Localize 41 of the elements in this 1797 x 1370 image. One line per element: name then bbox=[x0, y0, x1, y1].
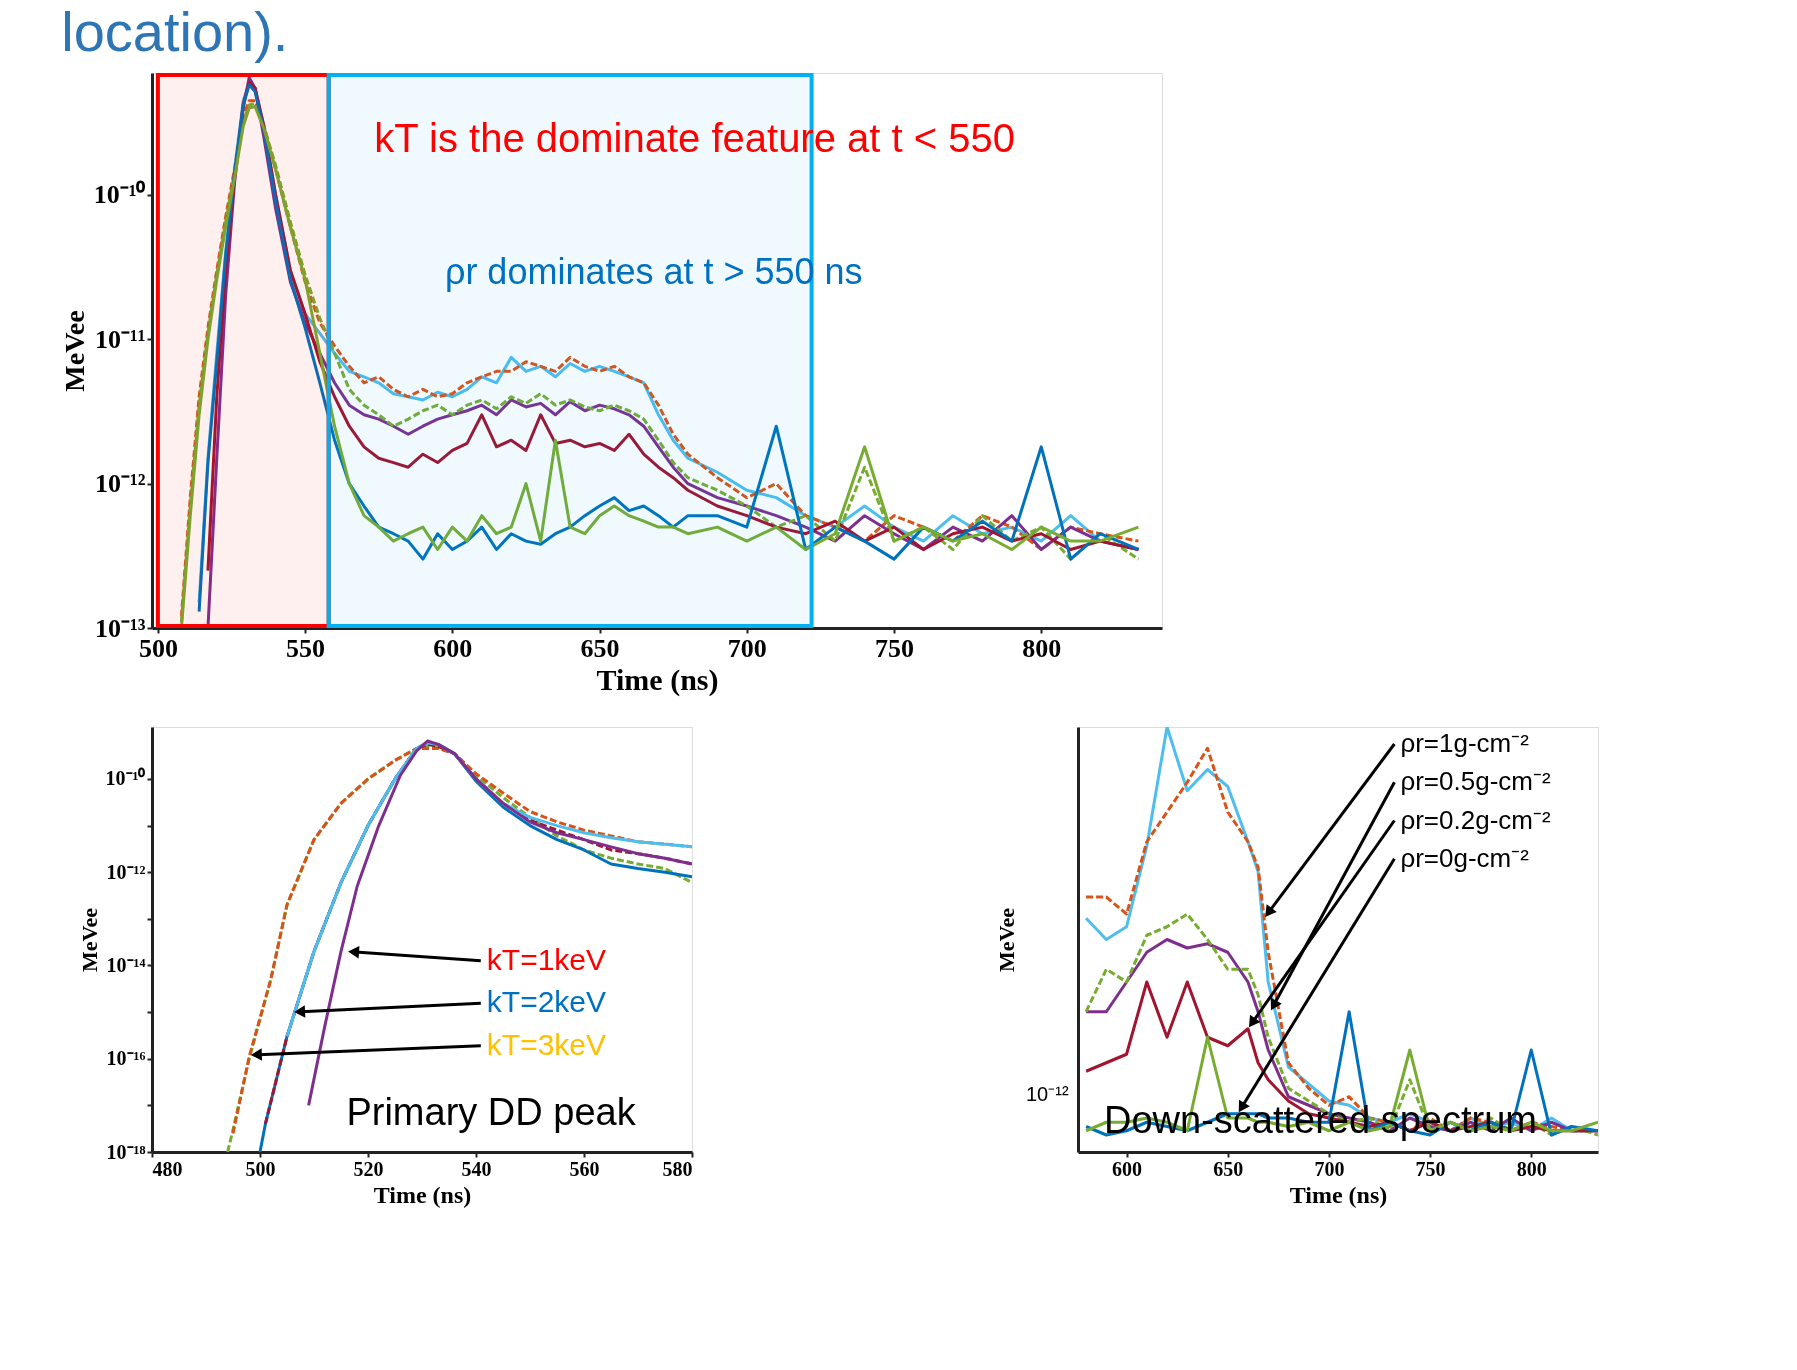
x-axis-title: Time (ns) bbox=[373, 1181, 472, 1208]
annotation: kT=1keV bbox=[486, 942, 607, 976]
annotation: ρr=0g-cm⁻² bbox=[1400, 842, 1530, 873]
y-tick-label: 10⁻¹⁰ bbox=[93, 180, 147, 210]
y-tick-label: 10⁻¹¹ bbox=[94, 324, 146, 354]
y-tick-label: 10⁻¹² bbox=[94, 469, 146, 499]
x-tick-label: 550 bbox=[286, 633, 326, 663]
x-tick-label: 650 bbox=[580, 633, 620, 663]
x-tick-label: 560 bbox=[569, 1157, 600, 1180]
x-tick-label: 580 bbox=[662, 1157, 693, 1180]
annotation: kT=3keV bbox=[486, 1027, 607, 1061]
annotation: ρr=1g-cm⁻² bbox=[1400, 728, 1530, 758]
y-tick-label: 10⁻¹⁴ bbox=[106, 953, 146, 976]
y-tick-label: 10⁻¹⁶ bbox=[106, 1047, 146, 1070]
annotation: kT=2keV bbox=[486, 985, 607, 1019]
x-tick-label: 700 bbox=[727, 633, 767, 663]
y-axis-title: MeVee bbox=[993, 907, 1019, 972]
x-tick-label: 800 bbox=[1516, 1157, 1547, 1180]
y-tick-label: 10⁻¹⁸ bbox=[106, 1140, 146, 1163]
x-tick-label: 600 bbox=[433, 633, 473, 663]
text: 10⁻¹² bbox=[1026, 1083, 1069, 1106]
chart-title: location). bbox=[61, 0, 289, 63]
x-tick-label: 520 bbox=[353, 1157, 384, 1180]
x-tick-label: 650 bbox=[1213, 1157, 1244, 1180]
y-axis-title: MeVee bbox=[76, 907, 102, 972]
x-tick-label: 480 bbox=[152, 1157, 183, 1180]
annotation: Primary DD peak bbox=[346, 1090, 637, 1133]
y-tick-label: 10⁻¹⁰ bbox=[105, 767, 146, 790]
x-axis-title: Time (ns) bbox=[1289, 1181, 1388, 1208]
annotation: ρr=0.2g-cm⁻² bbox=[1400, 804, 1551, 835]
x-tick-label: 750 bbox=[1415, 1157, 1446, 1180]
x-axis-title: Time (ns) bbox=[596, 662, 719, 697]
x-tick-label: 500 bbox=[245, 1157, 276, 1180]
x-tick-label: 800 bbox=[1022, 633, 1062, 663]
x-tick-label: 600 bbox=[1112, 1157, 1143, 1180]
y-tick-label: 10⁻¹² bbox=[106, 860, 146, 883]
annotation: ρr=0.5g-cm⁻² bbox=[1400, 766, 1551, 797]
x-tick-label: 750 bbox=[875, 633, 915, 663]
y-axis-title: MeVee bbox=[58, 310, 90, 392]
x-tick-label: 540 bbox=[461, 1157, 492, 1180]
x-tick-label: 700 bbox=[1314, 1157, 1345, 1180]
